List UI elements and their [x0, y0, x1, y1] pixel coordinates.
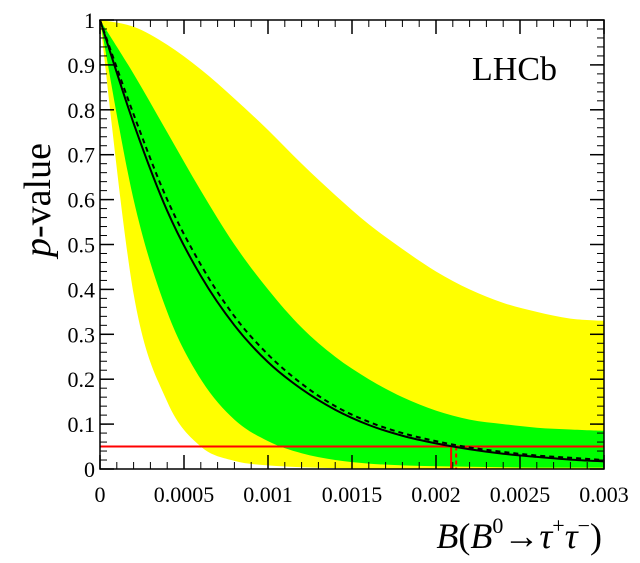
y-axis-title-p: p — [17, 238, 59, 260]
x-tick-label: 0.001 — [243, 482, 293, 507]
y-tick-label: 0.3 — [68, 322, 96, 347]
expected-curve — [99, 19, 605, 462]
lhcb-label: LHCb — [472, 51, 557, 88]
x-tick-label: 0.003 — [579, 482, 629, 507]
y-tick-label: 0.8 — [68, 98, 96, 123]
y-axis-title-rest: -value — [17, 143, 59, 238]
x-tick-label: 0 — [95, 482, 106, 507]
y-tick-label: 0.5 — [68, 233, 96, 258]
y-axis-title: p-value — [17, 143, 59, 260]
y-tick-label: 0.7 — [68, 143, 96, 168]
x-axis: 0 0.0005 0.001 0.0015 0.002 0.0025 0.003 — [95, 20, 629, 507]
y-axis: 0 0.1 0.2 0.3 0.4 0.5 0.6 0.7 0.8 0.9 1 — [68, 8, 604, 482]
x-tick-label: 0.002 — [411, 482, 461, 507]
x-tick-label: 0.0015 — [322, 482, 383, 507]
x-title-b: B — [436, 516, 458, 556]
x-title-meson-sup: 0 — [492, 513, 503, 538]
x-title-open: ( — [458, 516, 470, 556]
y-tick-label: 0.4 — [68, 277, 96, 302]
y-tick-label: 0.1 — [68, 412, 96, 437]
x-tick-label: 0.0005 — [154, 482, 215, 507]
x-title-tau1: τ — [539, 516, 553, 556]
x-title-tau2-sup: − — [578, 513, 590, 538]
y-tick-label: 0 — [84, 457, 95, 482]
x-axis-title: B(B0→τ+τ−) — [436, 513, 602, 556]
y-tick-label: 0.2 — [68, 367, 96, 392]
plot-area — [99, 19, 605, 469]
x-title-arrow: → — [503, 516, 539, 556]
band-1sigma — [100, 20, 604, 468]
y-tick-label: 1 — [84, 8, 95, 33]
x-title-tau1-sup: + — [552, 513, 564, 538]
x-title-close: ) — [590, 516, 602, 556]
x-title-meson: B — [470, 516, 492, 556]
observed-curve — [99, 19, 605, 463]
x-tick-label: 0.0025 — [490, 482, 551, 507]
x-title-tau2: τ — [565, 516, 579, 556]
y-tick-label: 0.6 — [68, 188, 96, 213]
y-tick-label: 0.9 — [68, 53, 96, 78]
